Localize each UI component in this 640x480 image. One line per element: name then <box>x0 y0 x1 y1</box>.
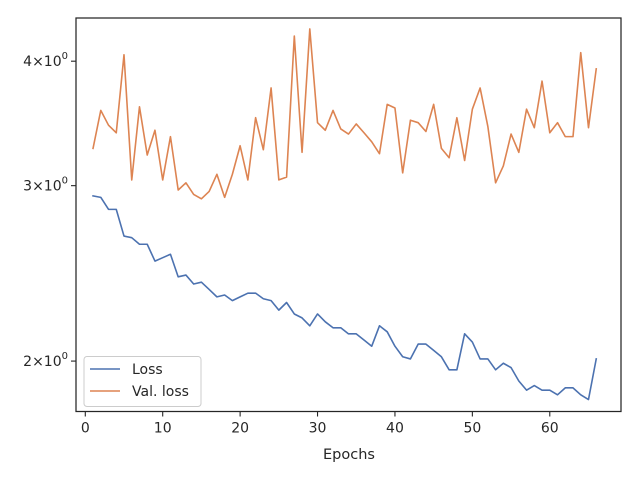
legend: Loss Val. loss <box>83 356 202 407</box>
y-tick-label: 3×100 <box>23 176 68 195</box>
series-layer <box>92 28 598 401</box>
x-tick-label: 50 <box>463 421 481 437</box>
x-tick-label: 20 <box>231 421 249 437</box>
x-tick-label: 30 <box>309 421 327 437</box>
y-tick-label: 2×100 <box>23 351 68 370</box>
series-line-val-loss <box>92 28 598 200</box>
x-tick-label: 10 <box>154 421 172 437</box>
x-tick-label: 40 <box>386 421 404 437</box>
y-tick-label: 4×100 <box>23 51 68 70</box>
legend-label-loss: Loss <box>132 362 163 378</box>
x-tick-label: 0 <box>81 421 90 437</box>
x-axis-label: Epochs <box>323 447 375 463</box>
x-axis-ticks: 0 10 20 30 40 50 60 <box>81 411 559 437</box>
x-tick-label: 60 <box>541 421 559 437</box>
series-line-loss <box>92 194 598 401</box>
legend-label-val-loss: Val. loss <box>132 384 189 400</box>
axes-frame <box>75 17 622 413</box>
y-axis-ticks: 2×100 3×100 4×100 <box>23 51 76 370</box>
plot-area <box>75 17 622 413</box>
